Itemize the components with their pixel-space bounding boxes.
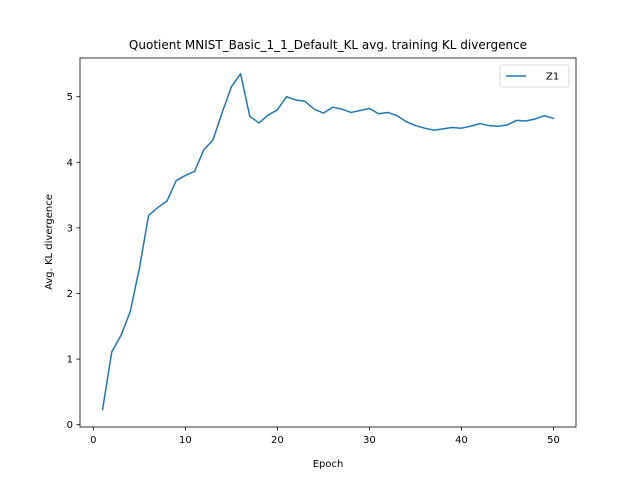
legend: Z1 bbox=[499, 64, 570, 88]
x-tick-label: 30 bbox=[363, 435, 376, 446]
y-tick-label: 0 bbox=[67, 420, 73, 431]
x-axis-label: Epoch bbox=[313, 459, 344, 470]
y-tick-label: 1 bbox=[67, 355, 73, 366]
x-tick-label: 50 bbox=[547, 435, 560, 446]
y-tick-label: 4 bbox=[67, 158, 73, 169]
plot-frame bbox=[79, 57, 577, 428]
x-tick-label: 0 bbox=[90, 435, 96, 446]
x-tick-label: 40 bbox=[455, 435, 468, 446]
y-tick-label: 2 bbox=[67, 289, 73, 300]
legend-label: Z1 bbox=[546, 72, 559, 83]
x-tick-label: 20 bbox=[271, 435, 284, 446]
chart-title: Quotient MNIST_Basic_1_1_Default_KL avg.… bbox=[129, 38, 527, 52]
series-line-Z1 bbox=[101, 72, 555, 411]
y-tick-label: 5 bbox=[67, 92, 73, 103]
x-tick-label: 10 bbox=[179, 435, 192, 446]
y-axis-label: Avg. KL divergence bbox=[44, 194, 55, 290]
y-tick-label: 3 bbox=[67, 223, 73, 234]
plot-area: 0 10 20 30 40 50 0 1 2 3 4 5 bbox=[67, 57, 577, 446]
legend-box bbox=[499, 64, 570, 88]
